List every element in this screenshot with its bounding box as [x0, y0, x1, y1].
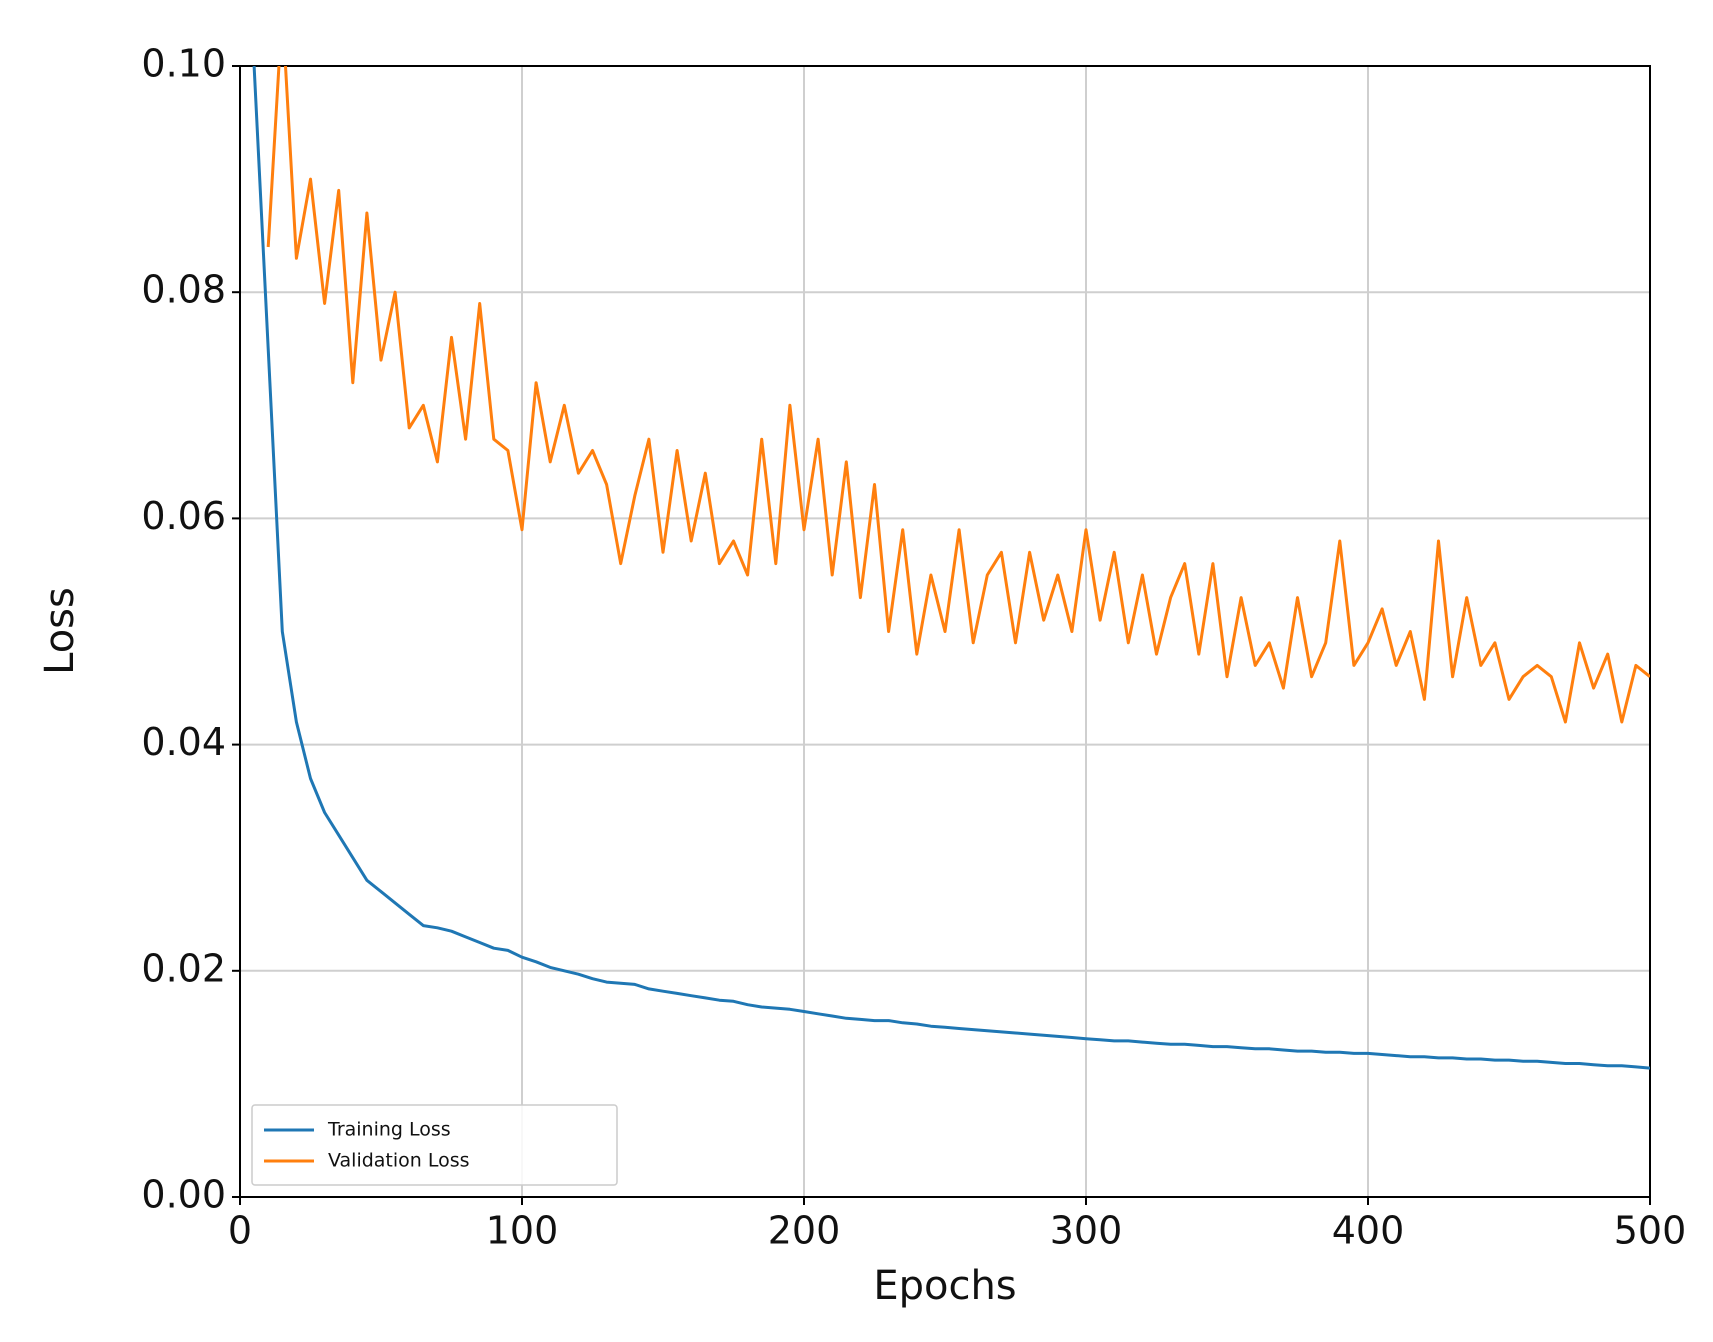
x-tick-label: 200 [768, 1209, 841, 1253]
x-tick-label: 0 [228, 1209, 252, 1253]
x-axis-label: Epochs [873, 1263, 1016, 1309]
legend-box [251, 1104, 618, 1186]
line-series [252, 66, 1650, 1070]
x-tick-label: 400 [1332, 1209, 1405, 1253]
legend-label: Validation Loss [328, 1150, 470, 1172]
plot-frame [239, 65, 1651, 1198]
line-series [266, 66, 1650, 724]
y-axis-label: Loss [37, 587, 83, 675]
y-tick-label: 0.10 [141, 42, 226, 86]
y-tick-label: 0.04 [141, 720, 226, 764]
legend-label: Training Loss [327, 1119, 451, 1141]
y-tick-label: 0.06 [141, 494, 226, 538]
y-tick-label: 0.00 [141, 1173, 226, 1217]
y-tick-label: 0.08 [141, 268, 226, 312]
x-tick-label: 500 [1614, 1209, 1687, 1253]
x-tick-label: 100 [486, 1209, 559, 1253]
x-tick-label: 300 [1050, 1209, 1123, 1253]
plot-area [252, 66, 1650, 1070]
y-tick-label: 0.02 [141, 946, 226, 990]
